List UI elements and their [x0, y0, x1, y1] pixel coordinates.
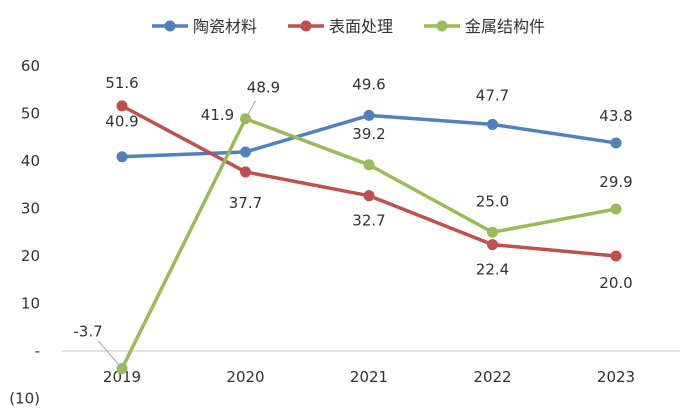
legend-item: 陶瓷材料 [152, 17, 257, 36]
data-point [610, 250, 622, 262]
y-tick-label: (10) [9, 390, 40, 408]
data-point [487, 118, 498, 130]
legend-marker [300, 20, 312, 32]
y-tick-label: 40 [21, 152, 40, 170]
data-label: 40.9 [105, 113, 138, 131]
data-point [240, 146, 251, 158]
legend: 陶瓷材料 表面处理 金属结构件 [152, 17, 545, 36]
data-point [610, 137, 622, 149]
legend-marker [164, 20, 176, 32]
x-tick-label: 2021 [350, 368, 388, 386]
series-lines [116, 100, 622, 375]
axes: (10) - 10 20 30 40 50 60 2019 2020 2021 2022 2023 [9, 57, 680, 408]
legend-label: 表面处理 [329, 17, 393, 36]
data-labels: 40.9 41.9 49.6 47.7 43.8 51.6 37.7 32.7 22.4 20.0… [73, 74, 632, 341]
data-label: 47.7 [476, 86, 509, 104]
data-label: 43.8 [599, 107, 632, 125]
y-tick-label: 60 [21, 57, 40, 75]
data-label: 32.7 [352, 212, 385, 230]
data-point [487, 239, 498, 251]
data-label: 20.0 [599, 274, 632, 292]
data-label: 25.0 [476, 192, 509, 210]
data-point [240, 166, 251, 178]
legend-label: 金属结构件 [465, 17, 545, 36]
legend-label: 陶瓷材料 [193, 17, 257, 36]
data-label: 51.6 [105, 74, 138, 92]
x-tick-label: 2023 [597, 368, 635, 386]
data-point [116, 151, 128, 163]
legend-item: 金属结构件 [424, 17, 545, 36]
y-tick-label: 30 [21, 200, 40, 218]
data-label: 41.9 [201, 106, 234, 124]
data-label: 37.7 [229, 194, 262, 212]
leader-line [245, 100, 256, 119]
data-point [363, 190, 375, 202]
series-line [120, 116, 617, 370]
data-label: 49.6 [352, 75, 385, 93]
data-point [363, 159, 375, 171]
y-tick-label: 20 [21, 247, 40, 265]
y-tick-label: 50 [21, 105, 40, 123]
data-point [610, 203, 622, 215]
data-label: -3.7 [73, 323, 102, 341]
x-tick-label: 2020 [226, 368, 264, 386]
y-tick-label: 10 [21, 295, 40, 313]
data-label: 39.2 [352, 125, 385, 143]
data-point [363, 109, 375, 121]
x-tick-label: 2022 [473, 368, 511, 386]
data-point [116, 100, 128, 112]
data-label: 29.9 [599, 173, 632, 191]
label-leader-lines [97, 100, 256, 369]
data-label: 22.4 [476, 261, 509, 279]
leader-line [97, 340, 123, 369]
y-tick-label: - [35, 342, 40, 360]
x-tick-label: 2019 [103, 368, 141, 386]
legend-marker [436, 20, 448, 32]
legend-item: 表面处理 [288, 17, 393, 36]
data-point [487, 226, 498, 238]
data-label: 48.9 [247, 79, 280, 97]
